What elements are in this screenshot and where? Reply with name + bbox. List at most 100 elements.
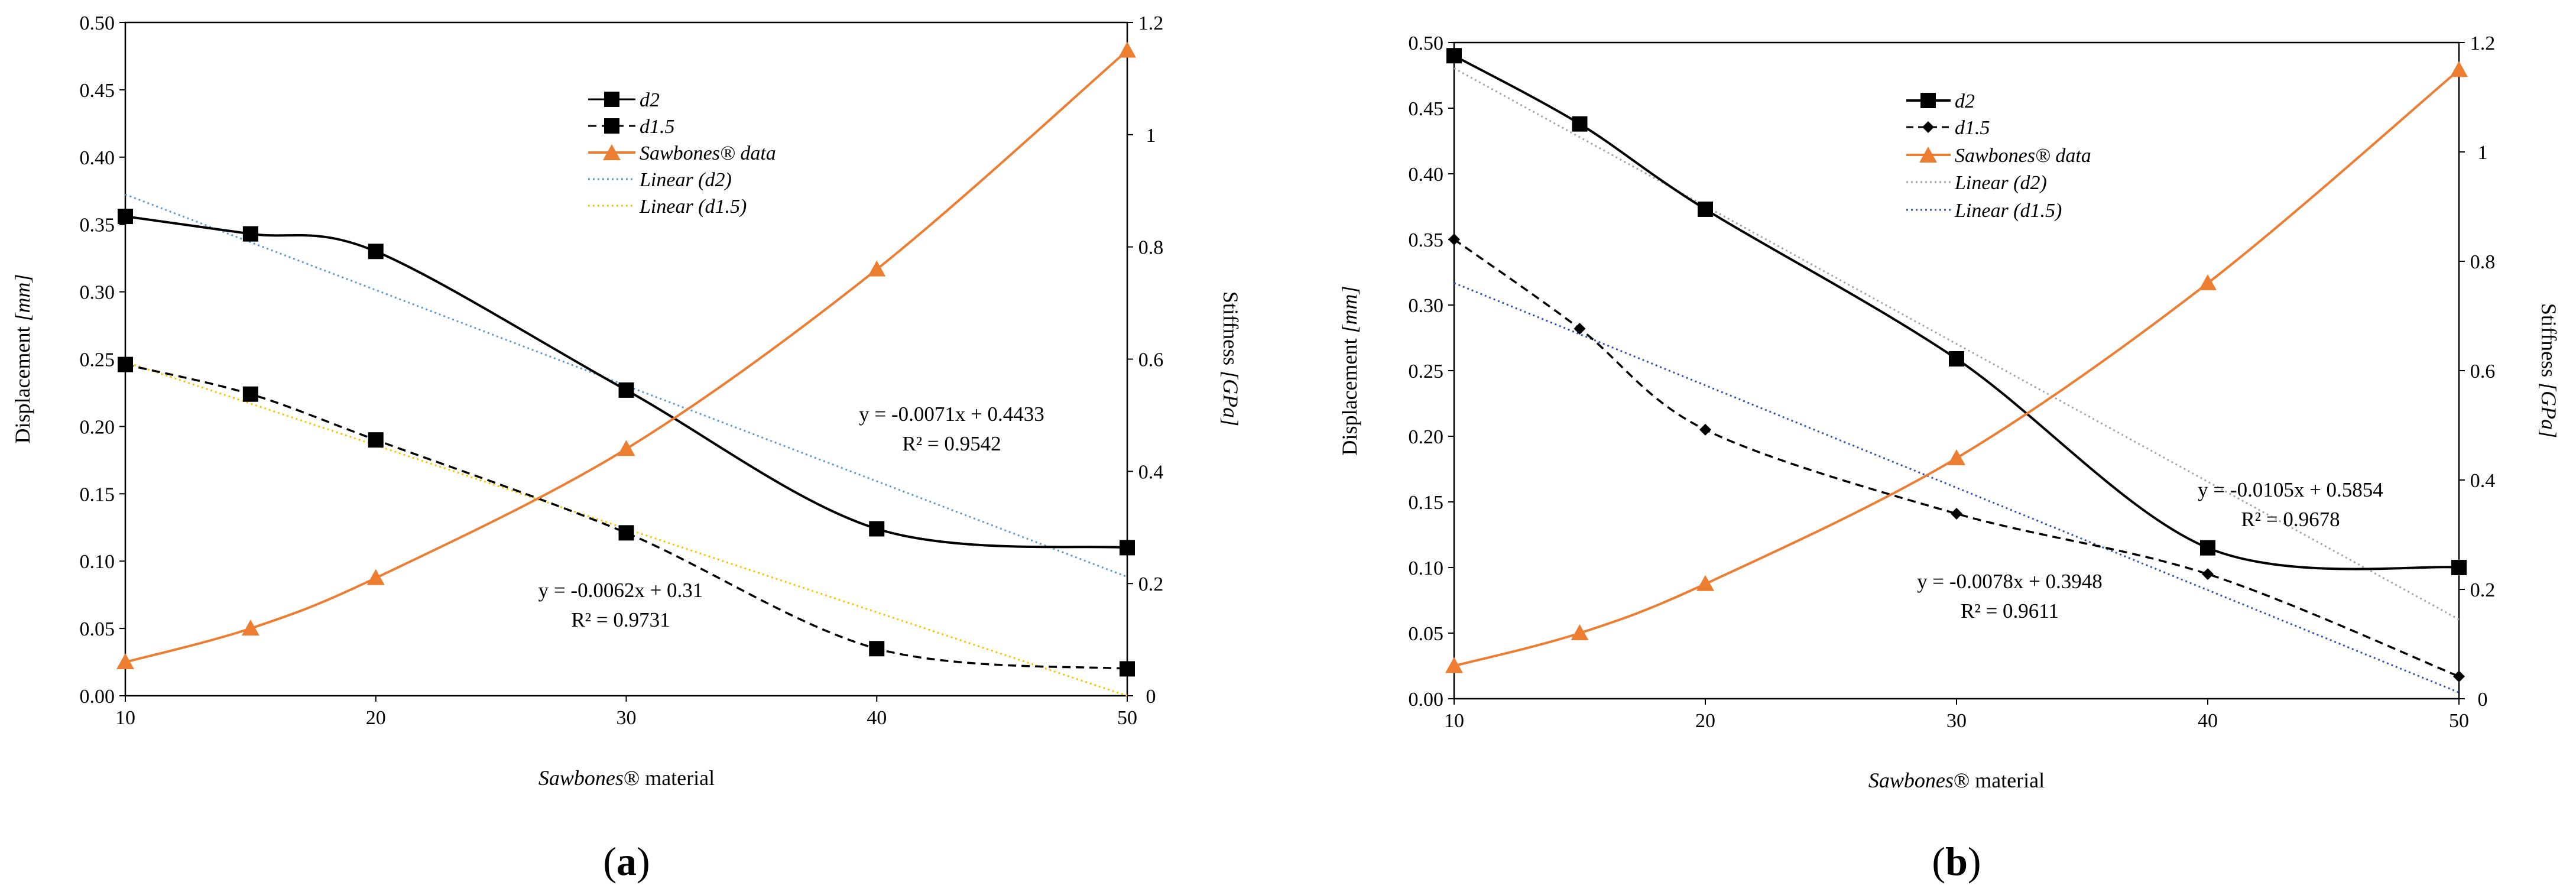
legend-entry-linear-d15: Linear (d1.5) xyxy=(588,196,747,218)
trendline-equation-d15: y = -0.0062x + 0.31 xyxy=(538,579,703,602)
y2-axis-title: Stiffness [GPa] xyxy=(2537,303,2561,438)
y-axis-title-unit: [mm] xyxy=(1338,286,1361,333)
y-tick-label: 0.45 xyxy=(1409,98,1444,120)
y2-tick-label: 0.6 xyxy=(1138,349,1164,371)
data-point xyxy=(1948,449,1965,465)
y2-tick-label: 0.8 xyxy=(2470,251,2496,273)
data-point xyxy=(1572,116,1588,132)
data-point xyxy=(1699,423,1711,436)
x-tick-label: 50 xyxy=(1117,707,1137,729)
data-point xyxy=(1571,624,1589,640)
y-tick-label: 0.20 xyxy=(80,416,115,438)
data-point xyxy=(2450,61,2468,77)
y2-tick-label: 1.2 xyxy=(2470,33,2496,54)
y2-tick-label: 0.8 xyxy=(1138,237,1164,259)
y-tick-label: 0.25 xyxy=(80,349,115,371)
data-point xyxy=(869,641,885,657)
data-point xyxy=(2199,274,2217,290)
legend-label: d2 xyxy=(1955,90,1975,112)
y-tick-label: 0.40 xyxy=(80,147,115,169)
trendline xyxy=(1454,282,2460,693)
y-axis-title-main: Displacement xyxy=(11,327,34,444)
x-axis-title: Sawbones® material xyxy=(1868,768,2045,792)
y2-tick-label: 0 xyxy=(2478,689,2488,711)
series-layer xyxy=(1445,48,2468,693)
legend-entry-d2: d2 xyxy=(1906,90,1975,112)
data-point xyxy=(366,569,385,585)
tick-layer: 10 20 30 40 500.000.050.100.150.200.250.300.… xyxy=(80,12,1164,729)
trendline xyxy=(1454,67,2460,621)
y2-tick-label: 0.4 xyxy=(2470,470,2496,492)
y-tick-label: 0.05 xyxy=(1409,623,1444,645)
y2-axis-title-main: Stiffness xyxy=(1219,291,1242,365)
legend-entry-linear-d15: Linear (d1.5) xyxy=(1906,200,2062,222)
data-point xyxy=(618,525,634,541)
x-tick-label: 50 xyxy=(2449,710,2469,732)
x-tick-label: 20 xyxy=(1695,710,1715,732)
legend-label: d1.5 xyxy=(640,116,675,138)
y2-tick-label: 1 xyxy=(1146,125,1156,147)
x-axis-title-rest: ® material xyxy=(1954,768,2045,792)
x-tick-label: 30 xyxy=(617,707,637,729)
legend-label: d1.5 xyxy=(1955,117,1990,139)
y-tick-label: 0.50 xyxy=(1409,33,1444,54)
data-point xyxy=(368,432,384,448)
y-tick-label: 0.05 xyxy=(80,618,115,640)
x-tick-label: 30 xyxy=(1946,710,1967,732)
legend-label: Linear (d1.5) xyxy=(639,196,747,218)
y-tick-label: 0.20 xyxy=(1409,426,1444,448)
y-tick-label: 0.40 xyxy=(1409,164,1444,186)
x-tick-label: 10 xyxy=(1444,710,1464,732)
y2-tick-label: 0.4 xyxy=(1138,461,1164,483)
x-axis-title: Sawbones® material xyxy=(538,766,715,790)
y-tick-label: 0.15 xyxy=(1409,492,1444,514)
legend-label: Linear (d2) xyxy=(639,169,732,191)
panel-label: (a) xyxy=(603,839,650,884)
data-point xyxy=(1120,661,1135,677)
y-tick-label: 0.30 xyxy=(1409,295,1444,317)
data-point xyxy=(1951,507,1962,520)
data-point xyxy=(1445,657,1463,673)
data-point xyxy=(242,386,258,402)
legend-label: Sawbones® data xyxy=(1955,145,2091,167)
data-point xyxy=(118,209,133,225)
data-point xyxy=(241,620,259,636)
data-point xyxy=(2202,568,2214,581)
legend-swatch-marker xyxy=(604,118,619,134)
data-point xyxy=(1446,48,1462,64)
data-point xyxy=(368,244,384,260)
legend-label: Sawbones® data xyxy=(640,142,776,164)
data-point xyxy=(1118,41,1136,58)
y-tick-label: 0.00 xyxy=(80,686,115,708)
y2-axis-title: Stiffness [GPa] xyxy=(1219,291,1242,426)
legend-entry-sawbones: Sawbones® data xyxy=(588,142,776,164)
legend: d2 d1.5 Sawbones® data Linear (d2) Linea… xyxy=(588,89,776,218)
legend-label: Linear (d2) xyxy=(1954,172,2047,194)
y2-tick-label: 1 xyxy=(2478,142,2488,164)
y-tick-label: 0.45 xyxy=(80,80,115,102)
legend-label: Linear (d1.5) xyxy=(1954,200,2062,222)
data-point xyxy=(1698,201,1713,217)
data-point xyxy=(116,653,134,670)
y-tick-label: 0.10 xyxy=(1409,557,1444,579)
y-tick-label: 0.10 xyxy=(80,551,115,573)
legend-entry-linear-d2: Linear (d2) xyxy=(1906,172,2047,194)
y-tick-label: 0.25 xyxy=(1409,361,1444,382)
data-point xyxy=(2451,560,2467,575)
x-tick-label: 20 xyxy=(366,707,386,729)
legend-entry-d15: d1.5 xyxy=(588,116,675,138)
trendline xyxy=(125,361,1128,697)
legend-entry-d15: d1.5 xyxy=(1906,117,1990,139)
x-axis-title-rest: ® material xyxy=(624,766,715,790)
data-point xyxy=(2200,540,2215,556)
trendline-equation-d2: y = -0.0105x + 0.5854 xyxy=(2198,478,2383,501)
y-tick-label: 0.35 xyxy=(80,215,115,236)
y2-tick-label: 0.2 xyxy=(1138,573,1164,595)
y-axis-title-unit: [mm] xyxy=(11,274,34,322)
x-tick-label: 10 xyxy=(115,707,135,729)
data-point xyxy=(1696,575,1714,591)
y-axis-title: Displacement [mm] xyxy=(1338,286,1361,456)
y2-axis-title-unit: [GPa] xyxy=(2537,382,2561,438)
y-axis-title: Displacement [mm] xyxy=(11,274,34,444)
